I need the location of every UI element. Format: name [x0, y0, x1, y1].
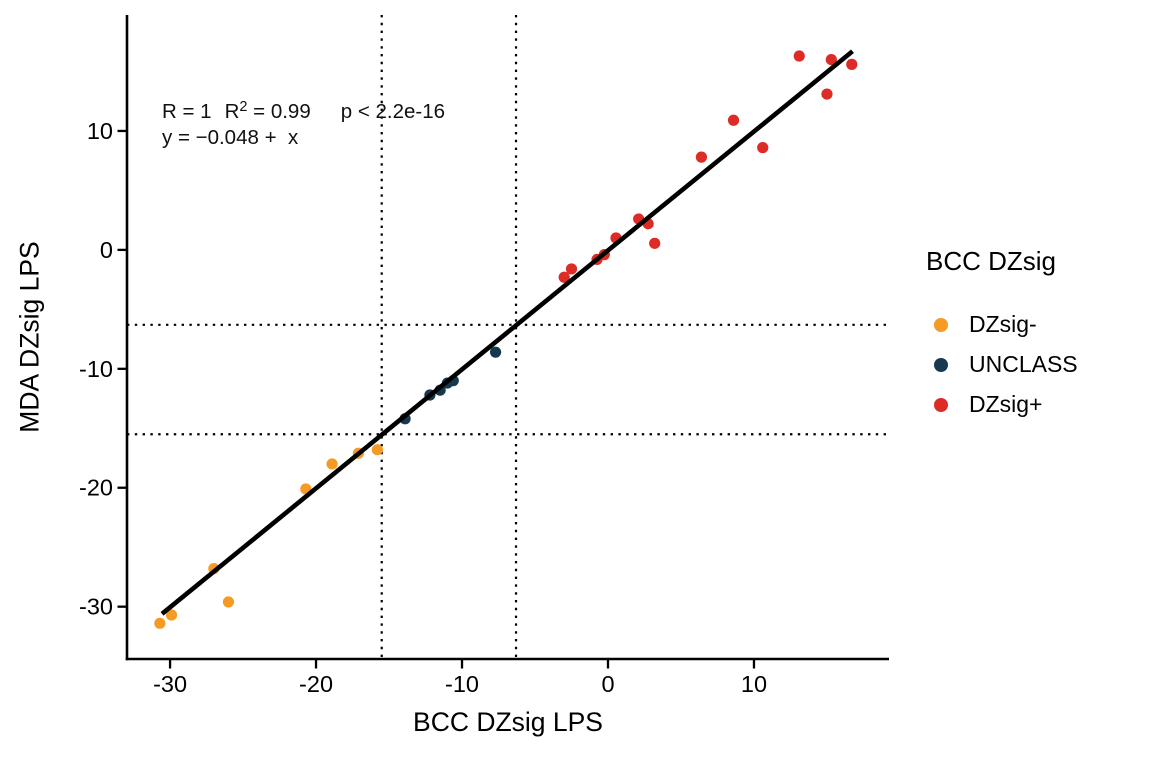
legend-item-dzsig-minus: DZsig-: [926, 311, 1078, 337]
y-tick-label: 10: [87, 118, 113, 144]
y-tick-label: -30: [79, 594, 113, 620]
data-point-DZsig+: [846, 58, 858, 70]
x-tick-label: -20: [299, 671, 333, 697]
data-point-DZsig-: [165, 609, 178, 621]
y-tick-label: -20: [79, 475, 113, 501]
legend-item-unclass: UNCLASS: [926, 351, 1078, 377]
legend: BCC DZsig DZsig- UNCLASS DZsig+: [926, 246, 1078, 432]
data-point-DZsig+: [727, 114, 740, 126]
data-point-DZsig-: [222, 596, 235, 608]
x-axis-title: BCC DZsig LPS: [413, 707, 603, 737]
data-point-DZsig+: [757, 142, 769, 154]
dzsig-minus-dot-icon: [934, 317, 948, 332]
p-value: p < 2.2e-16: [340, 100, 446, 123]
stats-line-1: R = 1 R2 = 0.99 p < 2.2e-16: [162, 99, 445, 125]
regression-equation: y = −0.048 + x: [162, 126, 299, 149]
y-tick-label: -10: [79, 356, 113, 382]
data-point-DZsig+: [825, 53, 837, 66]
x-tick-label: -10: [445, 671, 479, 697]
data-point-DZsig+: [558, 271, 570, 283]
legend-title: BCC DZsig: [926, 246, 1057, 276]
data-point-UNCLASS: [489, 346, 502, 358]
regression-line: [160, 49, 854, 616]
data-point-DZsig-: [371, 444, 383, 456]
data-point-DZsig+: [695, 151, 708, 163]
x-tick-label: 0: [601, 671, 614, 697]
data-point-DZsig+: [821, 88, 833, 100]
y-tick-label: 0: [100, 237, 113, 263]
dzsig-plus-dot-icon: [934, 397, 948, 412]
x-tick-label: -30: [153, 671, 187, 697]
data-point-DZsig+: [649, 237, 661, 249]
r-squared-value: R2 = 0.99: [224, 99, 311, 123]
r-value: R = 1: [162, 100, 212, 123]
x-tick-label: 10: [741, 671, 767, 697]
data-point-DZsig-: [154, 617, 166, 629]
unclass-dot-icon: [934, 357, 948, 372]
data-point-DZsig+: [565, 263, 578, 275]
data-point-DZsig-: [326, 458, 338, 470]
stats-annotation: R = 1 R2 = 0.99 p < 2.2e-16 y = −0.048 + x: [162, 99, 445, 151]
data-point-DZsig+: [793, 50, 805, 62]
legend-item-dzsig-plus: DZsig+: [926, 391, 1078, 417]
y-axis-title: MDA DZsig LPS: [14, 241, 45, 433]
